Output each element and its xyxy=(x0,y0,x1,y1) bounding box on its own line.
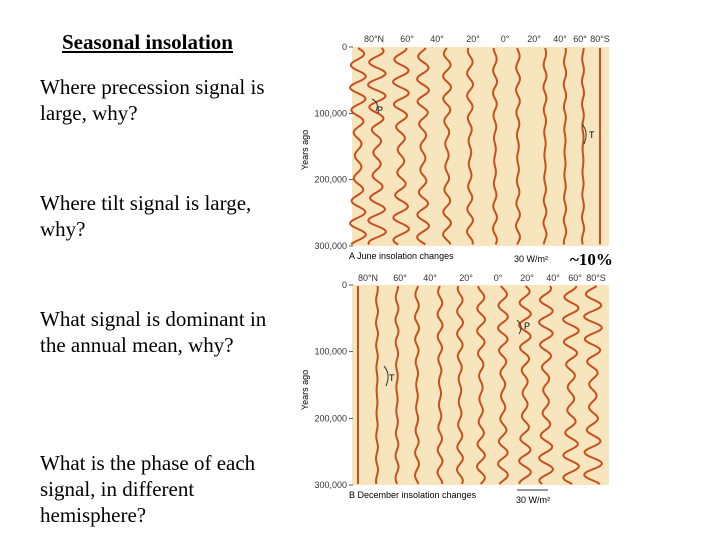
panel-a-y-tick-2: 200,000 xyxy=(314,175,347,185)
panel-a-lat-label-1: 60° xyxy=(400,34,414,44)
panel-b-y-tick-2: 200,000 xyxy=(314,413,347,423)
panel-a-curves xyxy=(349,47,601,246)
question-phase: What is the phase of each signal, in dif… xyxy=(40,451,256,527)
panel-a-background xyxy=(352,47,609,246)
panel-a-y-ticks: 0 100,000 200,000 300,000 xyxy=(314,42,353,251)
panel-b-curve-10 xyxy=(562,285,580,485)
panel-a-curve-6 xyxy=(491,47,499,245)
panel-b-lat-label-0: 80°N xyxy=(358,273,378,283)
panel-b-lat-label-5: 20° xyxy=(520,273,534,283)
panel-b-p-bracket xyxy=(516,319,522,335)
panel-a-t-bracket xyxy=(581,123,587,145)
panel-b-p-marker: P xyxy=(524,321,530,331)
panel-a-p-marker: P xyxy=(377,105,383,115)
panel-b-y-tick-1: 100,000 xyxy=(314,347,347,357)
panel-a-lat-label-5: 20° xyxy=(527,34,541,44)
panel-b-lat-labels: 80°N 60° 40° 20° 0° 20° 40° 60° 80°S xyxy=(358,273,606,283)
panel-a-curve-4 xyxy=(442,47,453,245)
panel-b-lat-label-1: 60° xyxy=(393,273,407,283)
panel-b-curve-5 xyxy=(455,285,465,485)
panel-b-curve-3 xyxy=(413,285,421,485)
panel-a-y-tick-0: 0 xyxy=(342,42,347,52)
panel-b-curve-7 xyxy=(496,285,509,485)
panel-b-caption: B December insolation changes xyxy=(349,490,477,500)
panel-a-curve-2 xyxy=(392,47,410,246)
panel-b-y-tick-0: 0 xyxy=(342,280,347,290)
panel-a-curve-7 xyxy=(514,47,522,245)
panel-b-curve-8 xyxy=(517,285,532,485)
panel-a-lat-label-6: 40° xyxy=(553,34,567,44)
panel-a-curve-0 xyxy=(349,47,368,246)
panel-a-curve-1 xyxy=(367,47,387,245)
panel-b-curve-6 xyxy=(476,285,486,485)
panel-b-curves xyxy=(357,285,604,485)
panel-a-curve-9 xyxy=(562,47,568,245)
panel-a-scale-label: 30 W/m² xyxy=(514,254,548,264)
panel-b-t-bracket xyxy=(383,365,389,387)
panel-a-curve-3 xyxy=(416,47,430,246)
panel-a-lat-label-2: 40° xyxy=(430,34,444,44)
panel-b-lat-label-2: 40° xyxy=(423,273,437,283)
panel-a-lat-label-8: 80°S xyxy=(590,34,610,44)
question-precession: Where precession signal is large, why? xyxy=(40,75,265,125)
panel-a-curve-8 xyxy=(542,47,548,245)
percent-annotation: ~10% xyxy=(570,250,613,269)
panel-a-p-bracket xyxy=(371,98,378,112)
panel-b-lat-label-7: 60° xyxy=(568,273,582,283)
panel-b-lat-label-3: 20° xyxy=(459,273,473,283)
panel-a-lat-labels: 80°N 60° 40° 20° 0° 20° 40° 60° 80°S xyxy=(364,34,610,44)
panel-b-curve-1 xyxy=(374,285,380,485)
panel-b-curve-9 xyxy=(537,285,555,485)
panel-b-y-ticks: 0 100,000 200,000 300,000 xyxy=(314,280,353,490)
panel-b-t-marker: T xyxy=(389,373,395,383)
panel-b-y-tick-3: 300,000 xyxy=(314,480,347,490)
panel-a-y-tick-1: 100,000 xyxy=(314,108,347,118)
panel-a-y-axis-label: Years ago xyxy=(300,130,310,170)
panel-a-lat-label-3: 20° xyxy=(466,34,480,44)
panel-b-december: 80°N 60° 40° 20° 0° 20° 40° 60° 80°S 0 100,000 200… xyxy=(300,273,609,505)
panel-b-lat-label-4: 0° xyxy=(494,273,503,283)
panel-a-lat-label-4: 0° xyxy=(501,34,510,44)
panel-b-curve-2 xyxy=(394,286,400,485)
panel-a-lat-label-7: 60° xyxy=(573,34,587,44)
panel-a-curve-5 xyxy=(465,47,475,245)
panel-a-lat-label-0: 80°N xyxy=(364,34,384,44)
panel-a-y-tick-3: 300,000 xyxy=(314,241,347,251)
panel-b-curve-11 xyxy=(583,285,604,485)
panel-b-lat-label-8: 80°S xyxy=(586,273,606,283)
panel-a-t-marker: T xyxy=(589,130,595,140)
panel-a-caption: A June insolation changes xyxy=(349,251,454,261)
question-annual-mean: What signal is dominant in the annual me… xyxy=(40,307,267,357)
slide-title: Seasonal insolation xyxy=(62,30,233,54)
panel-b-lat-label-6: 40° xyxy=(546,273,560,283)
panel-b-scale-label: 30 W/m² xyxy=(516,495,550,505)
panel-a-curve-10 xyxy=(580,47,586,245)
panel-a-june: 80°N 60° 40° 20° 0° 20° 40° 60° 80°S 0100,000200… xyxy=(300,34,610,264)
panel-b-y-axis-label: Years ago xyxy=(300,370,310,410)
panel-b-curve-4 xyxy=(436,285,444,485)
question-tilt: Where tilt signal is large, why? xyxy=(40,191,252,241)
